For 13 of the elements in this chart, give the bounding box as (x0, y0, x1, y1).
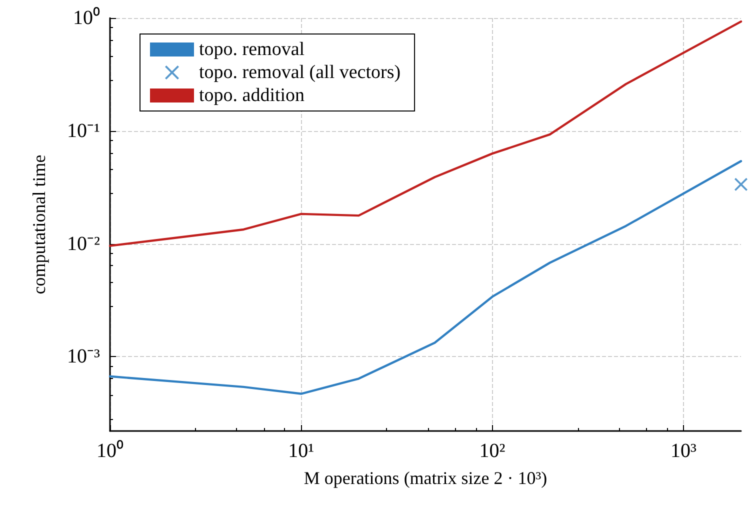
y-tick-label: 10⁻² (67, 232, 100, 255)
y-tick-label: 10⁻¹ (67, 120, 100, 142)
legend-label: topo. removal (199, 39, 305, 60)
x-tick-label: 10⁰ (96, 439, 124, 462)
legend-label: topo. addition (199, 85, 306, 106)
x-tick-label: 10² (479, 440, 506, 462)
x-tick-label: 10³ (670, 440, 696, 462)
y-axis-title: computational time (29, 154, 49, 294)
legend-label: topo. removal (all vectors) (199, 62, 401, 83)
y-tick-label: 10⁻³ (67, 346, 100, 368)
x-axis-title: M operations (matrix size 2 · 10³) (304, 468, 548, 488)
x-tick-label: 10¹ (288, 440, 314, 462)
y-tick-label: 10⁰ (73, 6, 100, 29)
